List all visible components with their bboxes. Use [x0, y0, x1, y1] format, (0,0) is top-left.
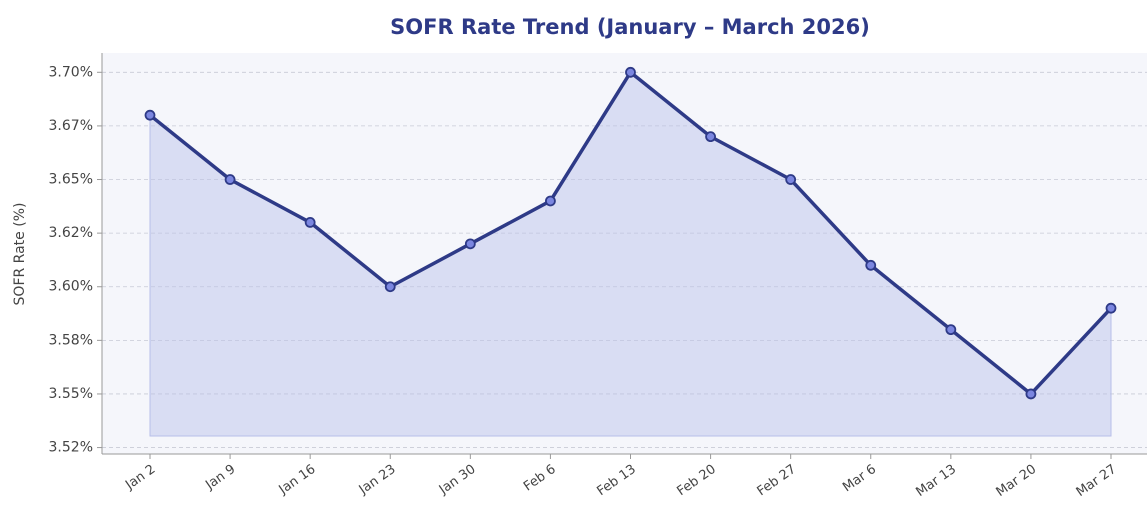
marker [625, 66, 636, 78]
x-tick-label: Jan 30 [436, 462, 479, 498]
x-tick-label: Jan 16 [276, 462, 319, 498]
y-tick-label: 3.60% [49, 279, 93, 295]
chart-title: SOFR Rate Trend (January – March 2026) [390, 15, 870, 39]
y-tick-label: 3.52% [49, 440, 93, 456]
marker [545, 195, 556, 207]
marker [865, 259, 877, 271]
y-tick-label: 3.67% [49, 118, 93, 134]
y-tick-label: 3.62% [49, 225, 93, 241]
marker [705, 131, 716, 143]
y-axis-label: SOFR Rate (%) [12, 203, 28, 306]
marker [1025, 388, 1037, 400]
x-tick-label: Jan 2 [122, 462, 158, 493]
y-tick-label: 3.70% [49, 64, 93, 80]
x-tick-label: Feb 20 [674, 462, 718, 499]
y-tick-label: 3.65% [49, 172, 93, 188]
marker [1105, 302, 1117, 314]
x-tick-label: Mar 27 [1074, 462, 1120, 500]
x-tick-label: Feb 27 [755, 462, 799, 499]
x-tick-label: Jan 9 [202, 462, 238, 493]
marker [384, 281, 396, 293]
x-tick-label: Mar 20 [994, 462, 1040, 500]
x-tick-label: Mar 13 [914, 462, 960, 500]
marker [224, 174, 236, 185]
x-tick-label: Jan 23 [356, 462, 399, 498]
y-tick-label: 3.58% [49, 332, 93, 348]
x-tick-label: Feb 13 [594, 462, 638, 499]
plot-area [102, 53, 1147, 454]
marker [304, 217, 316, 228]
marker [464, 238, 476, 250]
y-tick-label: 3.55% [49, 386, 93, 402]
marker [144, 109, 156, 121]
x-tick-label: Mar 6 [840, 462, 879, 495]
x-tick-label: Feb 6 [521, 462, 559, 495]
marker [945, 324, 957, 336]
marker [785, 174, 797, 185]
